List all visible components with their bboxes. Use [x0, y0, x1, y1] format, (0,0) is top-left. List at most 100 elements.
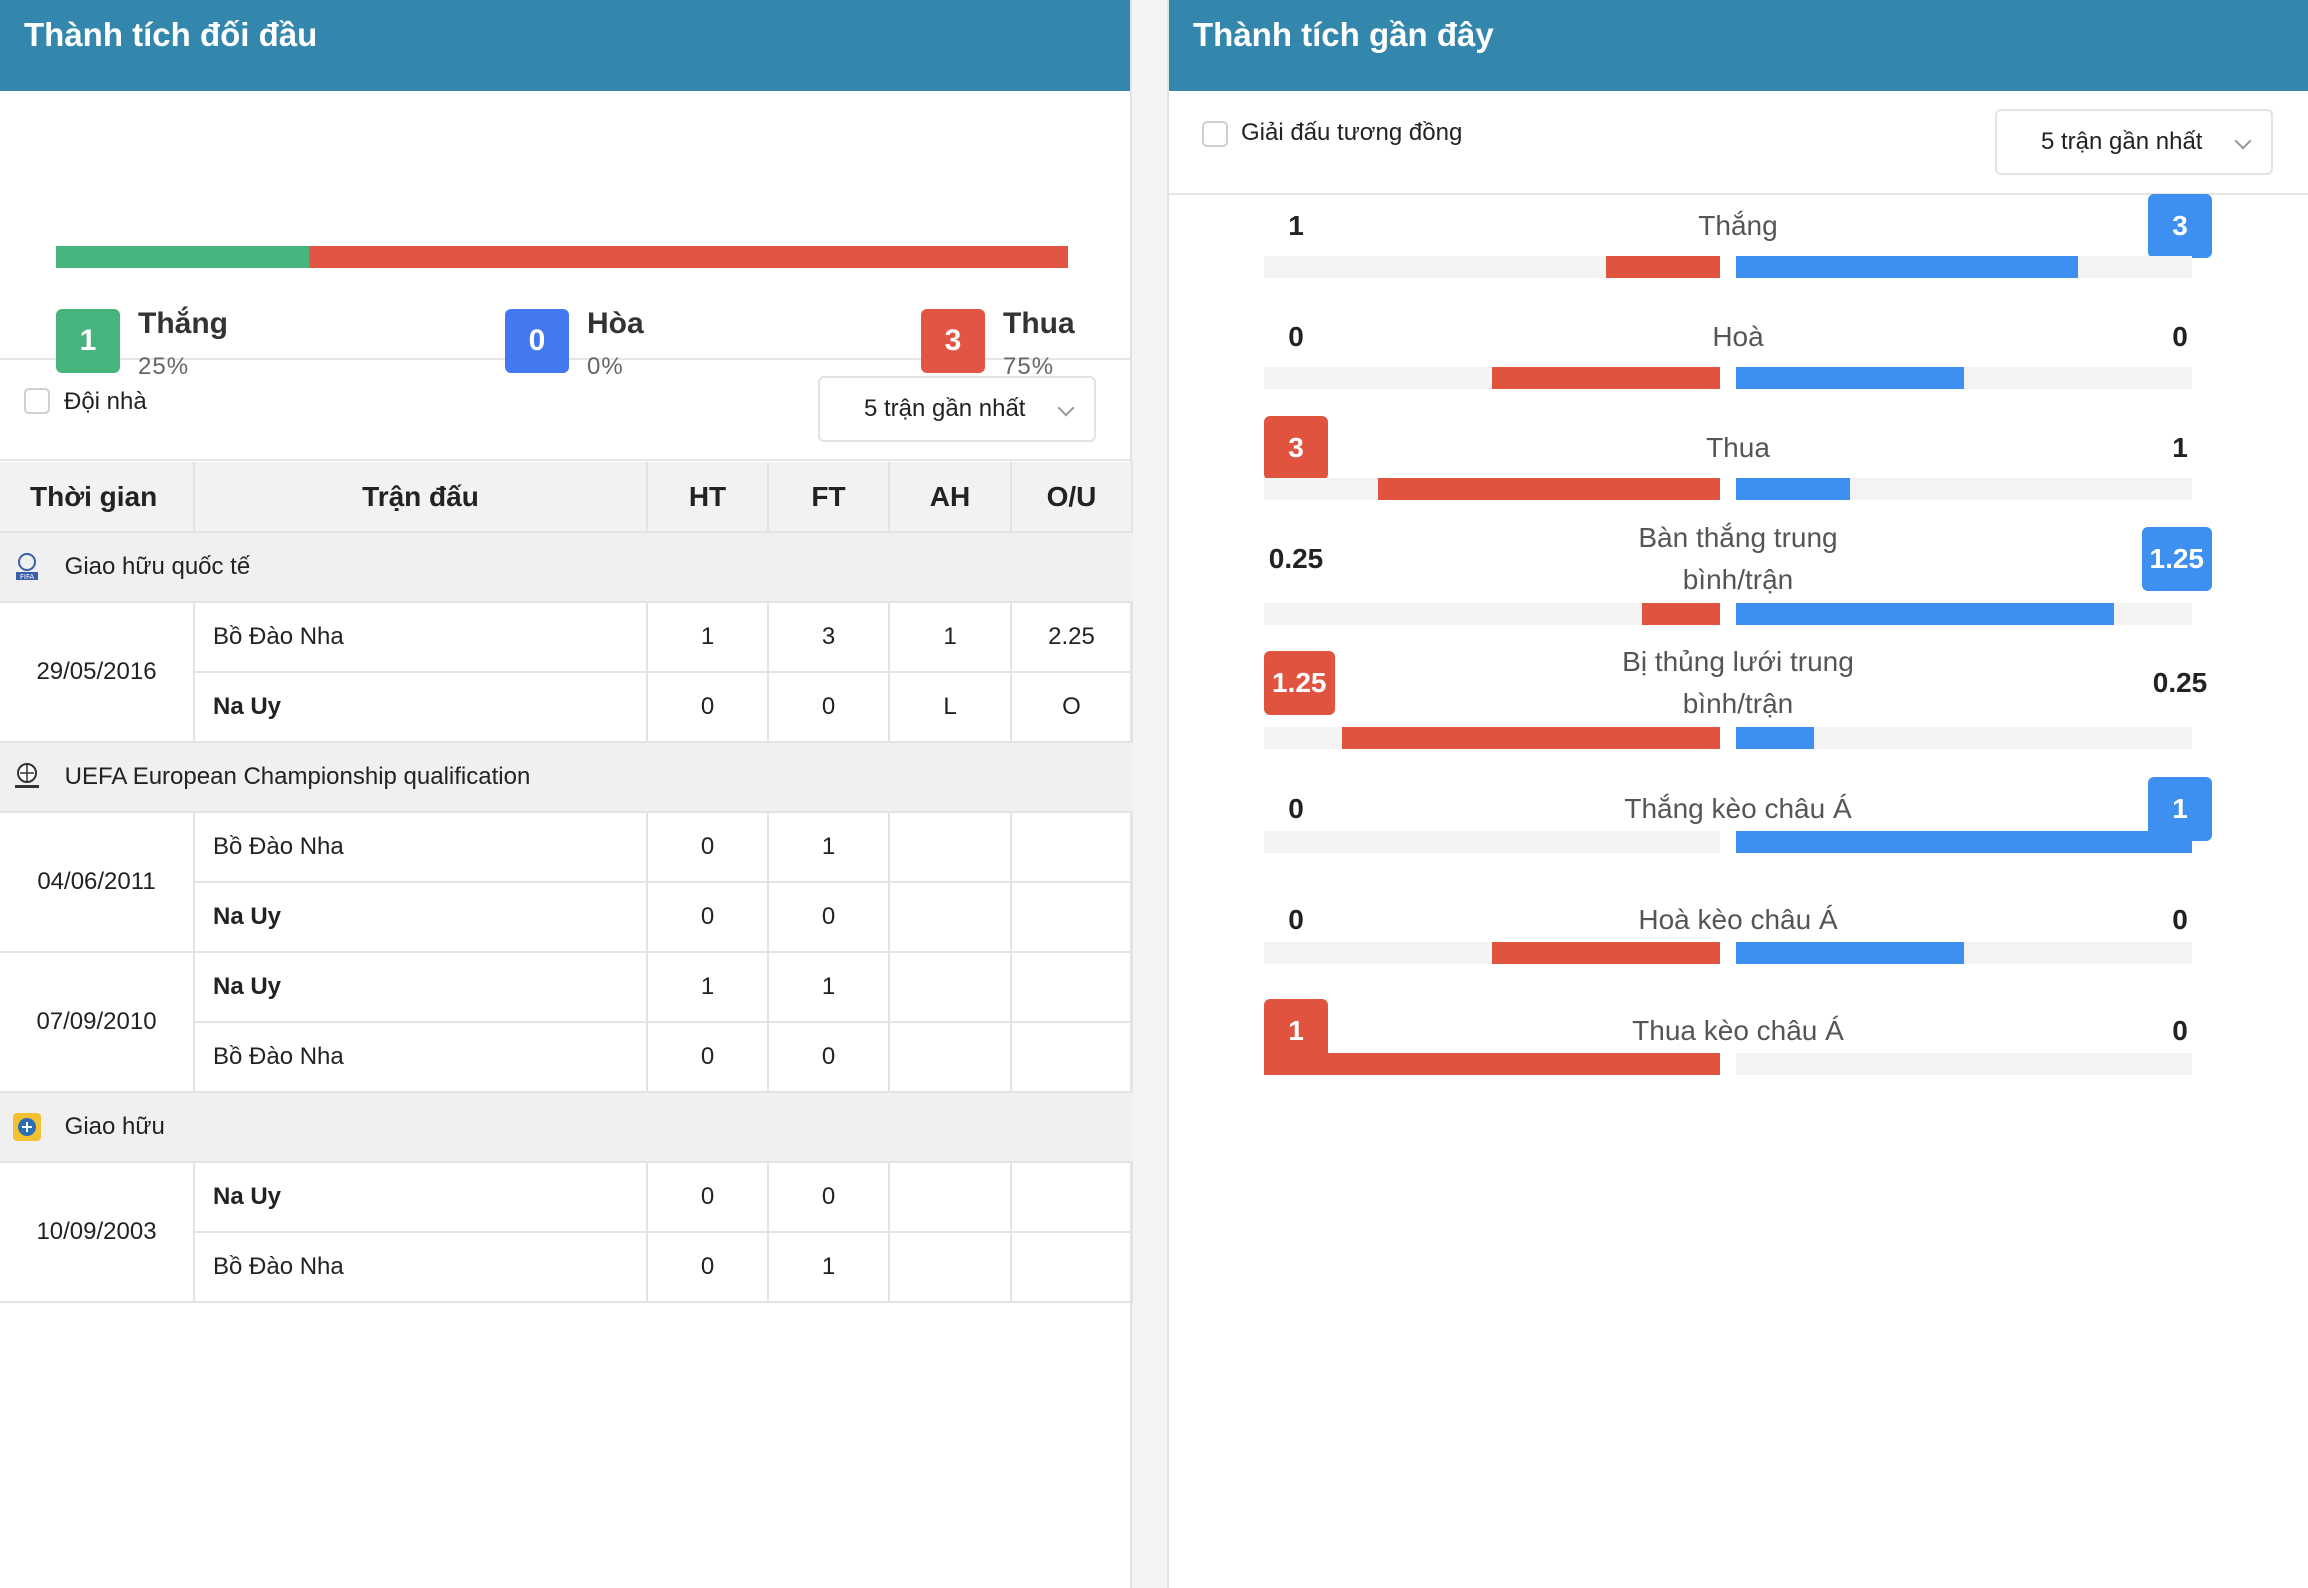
match-date: 07/09/2010 [0, 952, 195, 1093]
table-header-row: Thời gian Trận đấu HT FT AH O/U [0, 462, 1133, 533]
head-to-head-filter: Đội nhà 5 trận gần nhất [0, 360, 1130, 461]
chevron-down-icon [2234, 132, 2252, 150]
home-team-name: Na Uy [194, 1162, 648, 1233]
away-ht-score: 0 [647, 1232, 769, 1303]
away-stat-bar [1736, 727, 1814, 749]
away-stat-bar [1736, 603, 2114, 625]
recent-stat-row: 1 3 Thắng [1264, 194, 2212, 334]
table-row[interactable]: 04/06/2011 Bồ Đào Nha 0 1 [0, 812, 1133, 953]
away-ft-score: 0 [768, 672, 890, 743]
column-header-ah: AH [889, 462, 1012, 533]
home-stat-track [1264, 256, 1720, 278]
home-stat-value: 1 [1288, 210, 1304, 241]
fifa-icon: FIFA [16, 553, 38, 581]
home-ft-score: 1 [768, 812, 890, 883]
home-stat-value: 0 [1288, 904, 1304, 935]
draw-label: Hòa [587, 307, 644, 340]
loss-stat: 3 Thua 75% [921, 309, 1075, 381]
home-stat-bar [1606, 256, 1720, 278]
head-to-head-table: Thời gian Trận đấu HT FT AH O/U FIFA Gia… [0, 462, 1133, 1303]
home-stat-value: 1 [1264, 999, 1328, 1063]
away-stat-track [1736, 831, 2192, 853]
away-stat-bar [1736, 256, 2078, 278]
table-row[interactable]: 10/09/2003 Na Uy 0 0 [0, 1162, 1133, 1303]
home-stat-bar [1342, 727, 1720, 749]
away-team-name: Na Uy [194, 672, 648, 743]
home-stat-track [1264, 478, 1720, 500]
home-ht-score: 1 [647, 952, 769, 1023]
away-stat-track [1736, 256, 2192, 278]
uefa-euro-icon [15, 763, 39, 788]
loss-count-badge: 3 [921, 309, 985, 373]
asian-handicap-result [889, 882, 1012, 953]
draw-stat: 0 Hòa 0% [505, 309, 644, 381]
column-header-match: Trận đấu [194, 462, 648, 533]
draw-percent: 0% [587, 353, 624, 380]
away-team-name: Na Uy [194, 882, 648, 953]
loss-percent: 75% [1003, 353, 1055, 380]
home-stat-bar [1378, 478, 1720, 500]
league-name: Giao hữu quốc tế [64, 553, 251, 580]
head-to-head-title: Thành tích đối đầu [0, 0, 1130, 91]
column-header-ft: FT [768, 462, 890, 533]
recent-form-filter: Giải đấu tương đồng 5 trận gần nhất [1169, 91, 2308, 195]
home-ft-score: 0 [768, 1162, 890, 1233]
table-row[interactable]: Na Uy 0 0 L O [0, 672, 1133, 743]
over-under-value: 2.25 [1011, 602, 1133, 673]
match-count-dropdown[interactable]: 5 trận gần nhất [818, 376, 1096, 442]
table-row[interactable]: 07/09/2010 Na Uy 1 1 [0, 952, 1133, 1093]
similar-league-checkbox[interactable] [1202, 121, 1228, 147]
chevron-down-icon [1057, 399, 1075, 417]
home-stat-track [1264, 603, 1720, 625]
home-stat-bar [1264, 1053, 1720, 1075]
table-row[interactable]: 29/05/2016 Bồ Đào Nha 1 3 1 2.25 [0, 602, 1133, 743]
over-under-result: O [1011, 672, 1133, 743]
home-team-name: Bồ Đào Nha [194, 602, 648, 673]
home-stat-value: 0 [1288, 321, 1304, 352]
away-stat-value: 1.25 [2141, 527, 2212, 591]
panel-gap [1132, 0, 1167, 1588]
home-stat-value: 0.25 [1268, 543, 1324, 574]
away-stat-bar [1736, 942, 1964, 964]
home-team-name: Bồ Đào Nha [194, 812, 648, 883]
table-row[interactable]: Na Uy 0 0 [0, 882, 1133, 953]
recent-form-panel: Thành tích gần đây Giải đấu tương đồng 5… [1167, 0, 2308, 1588]
home-team-name: Na Uy [194, 952, 648, 1023]
home-stat-track [1264, 367, 1720, 389]
recent-stat-row: 0 0 Hoà [1264, 305, 2212, 445]
home-ft-score: 3 [768, 602, 890, 673]
svg-text:FIFA: FIFA [20, 573, 34, 581]
home-stat-value: 0 [1288, 793, 1304, 824]
win-stat: 1 Thắng 25% [56, 309, 228, 381]
away-ft-score: 0 [768, 1022, 890, 1093]
home-stat-value: 1.25 [1264, 651, 1335, 715]
table-row[interactable]: Bồ Đào Nha 0 1 [0, 1232, 1133, 1303]
away-ht-score: 0 [647, 882, 769, 953]
away-stat-bar [1736, 367, 1964, 389]
draw-count-badge: 0 [505, 309, 569, 373]
away-stat-value: 0.25 [2152, 667, 2208, 698]
match-date: 04/06/2011 [0, 812, 195, 953]
home-stat-track [1264, 727, 1720, 749]
home-ht-score: 0 [647, 812, 769, 883]
away-stat-value: 1 [2172, 432, 2188, 463]
asian-handicap-result [889, 1022, 1012, 1093]
win-percent: 25% [138, 353, 190, 380]
home-stat-track [1264, 1053, 1720, 1075]
away-stat-value: 0 [2172, 904, 2188, 935]
stat-label: Thua [1706, 432, 1770, 463]
table-row[interactable]: Bồ Đào Nha 0 0 [0, 1022, 1133, 1093]
stat-label: Thắng [1698, 210, 1778, 241]
home-team-checkbox[interactable] [24, 388, 50, 414]
recent-match-count-dropdown[interactable]: 5 trận gần nhất [1995, 109, 2273, 175]
league-row: FIFA Giao hữu quốc tế [0, 532, 1132, 603]
home-stat-bar [1492, 942, 1720, 964]
head-to-head-summary: 1 Thắng 25% 0 Hòa 0% 3 Thua 75% [0, 91, 1130, 380]
result-ratio-bar [56, 246, 1068, 268]
recent-stat-row: 0.25 1.25 Bàn thắng trung bình/trận [1264, 522, 2212, 667]
away-stat-value: 3 [2148, 194, 2212, 258]
friendly-cup-icon [13, 1113, 41, 1141]
away-stat-bar [1736, 478, 1850, 500]
away-team-name: Bồ Đào Nha [194, 1022, 648, 1093]
recent-stat-row: 1 0 Thua kèo châu Á [1264, 999, 2212, 1139]
